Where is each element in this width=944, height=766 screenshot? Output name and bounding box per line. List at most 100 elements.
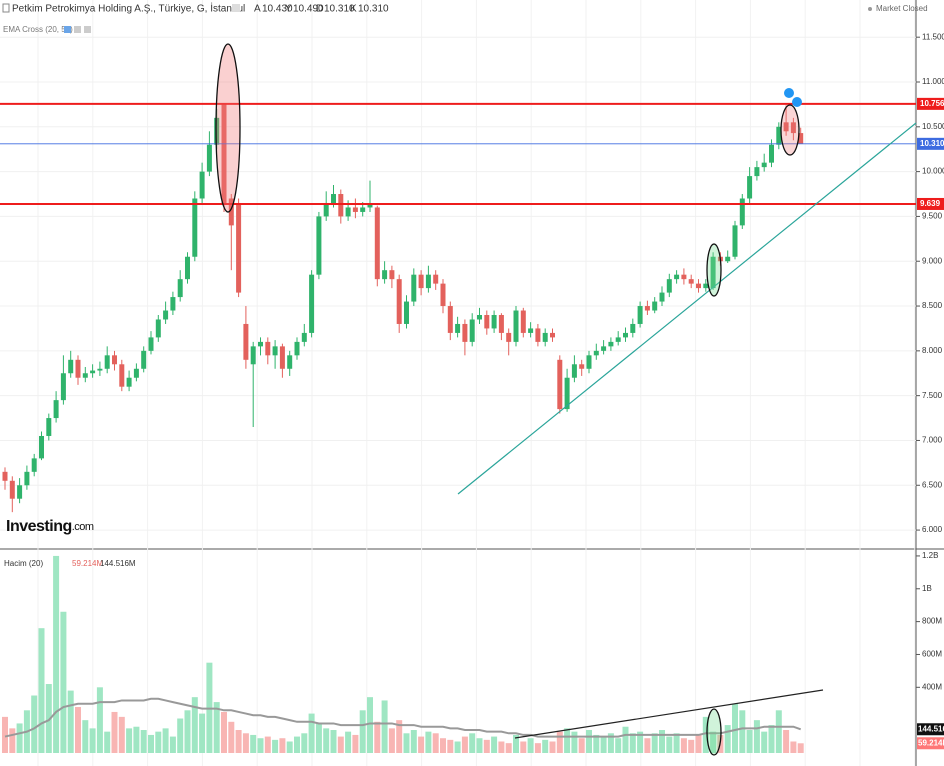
volume-bar (454, 741, 461, 753)
candle-body (258, 341, 263, 347)
candle-body (688, 279, 694, 284)
candle-body (236, 202, 242, 293)
volume-bar (301, 733, 308, 753)
volume-bar (753, 720, 760, 753)
icon[interactable] (84, 26, 91, 33)
y-tick-label: 800M (922, 617, 942, 626)
y-tick-label: 11.500 (922, 32, 944, 41)
volume-bar (45, 684, 52, 753)
candle-body (586, 355, 592, 369)
candle-body (776, 126, 782, 145)
candle-body (90, 370, 96, 374)
candle-body (769, 144, 774, 163)
event-marker[interactable] (792, 97, 802, 107)
volume-bar (432, 733, 439, 753)
volume-bar (396, 720, 403, 753)
candle-body (681, 274, 687, 280)
volume-bar (140, 730, 147, 753)
candle-body (82, 373, 88, 378)
volume-bar (403, 733, 410, 753)
volume-bar (96, 687, 103, 753)
icon[interactable] (232, 4, 240, 12)
volume-bar (82, 720, 89, 753)
candle-body (279, 346, 285, 369)
candle-body (17, 485, 23, 499)
candle-body (477, 314, 482, 320)
ohlc-value: 10.310 (324, 4, 355, 15)
candle-body (630, 323, 636, 333)
candle-body (323, 202, 329, 217)
volume-bar (169, 736, 176, 753)
volume-bar (783, 730, 790, 753)
candle-body (520, 310, 526, 333)
candle-body (579, 364, 585, 369)
volume-bar (520, 741, 527, 753)
volume-bar (184, 710, 191, 753)
volume-bar (761, 731, 768, 753)
candle-body (710, 256, 716, 289)
volume-label: 59.214M (918, 738, 944, 747)
volume-bar (213, 702, 220, 753)
candle-body (24, 471, 30, 486)
volume-bar (556, 731, 563, 753)
volume-bar (622, 726, 629, 753)
volume-bar (790, 741, 797, 753)
candle-body (382, 270, 388, 280)
trend-line (457, 122, 917, 495)
icon[interactable] (64, 26, 71, 33)
volume-bar (89, 728, 96, 753)
volume-bar (330, 730, 337, 753)
volume-bar (680, 738, 687, 753)
volume-bar (527, 738, 534, 753)
candle-body (455, 323, 461, 333)
volume-ma-value: 144.516M (100, 559, 136, 568)
candle-body (250, 346, 256, 365)
volume-title: Hacim (20) (4, 559, 43, 568)
candle-body (550, 332, 555, 338)
ohlc-value: 10.310 (358, 4, 389, 15)
volume-bar (775, 710, 782, 753)
candle-body (272, 346, 278, 356)
candle-body (352, 207, 358, 212)
volume-bar (534, 743, 541, 753)
y-tick-label: 10.500 (922, 122, 944, 131)
candle-body (97, 368, 103, 371)
icon[interactable] (74, 26, 81, 33)
volume-bar (564, 728, 571, 753)
candle-body (389, 270, 395, 280)
volume-bar (374, 721, 381, 753)
price-label-box (917, 137, 944, 150)
candle-body (155, 319, 161, 338)
volume-bar (586, 730, 592, 753)
highlight-ellipse (706, 708, 722, 756)
volume-bar (513, 734, 519, 753)
highlight-ellipse (706, 243, 722, 297)
candle-body (571, 364, 577, 378)
volume-ma-line (4, 697, 802, 738)
volume-value: 59.214M (72, 559, 103, 568)
candle-body (9, 480, 15, 499)
candle-body (206, 144, 212, 172)
candle-body (75, 359, 81, 378)
volume-bar (732, 703, 738, 753)
ohlc-value: 10.490 (293, 4, 324, 15)
candle-body (644, 306, 650, 311)
volume-bar (578, 738, 585, 753)
volume-bar (651, 733, 658, 753)
candle-body (462, 323, 468, 342)
ohlc-key: K (350, 4, 357, 15)
candle-body (739, 198, 745, 226)
volume-bar (768, 725, 775, 753)
candle-body (433, 274, 439, 284)
y-tick-label: 8.500 (922, 301, 943, 310)
candle-body (345, 207, 351, 217)
candle-body (316, 216, 322, 275)
ohlc-key: Y (285, 4, 292, 15)
candle-body (659, 292, 665, 302)
y-tick-label: 11.000 (922, 77, 944, 86)
candle-body (696, 283, 701, 289)
event-marker[interactable] (784, 88, 794, 98)
volume-bar (111, 711, 118, 753)
volume-bar (279, 738, 286, 753)
candle-body (674, 274, 680, 280)
